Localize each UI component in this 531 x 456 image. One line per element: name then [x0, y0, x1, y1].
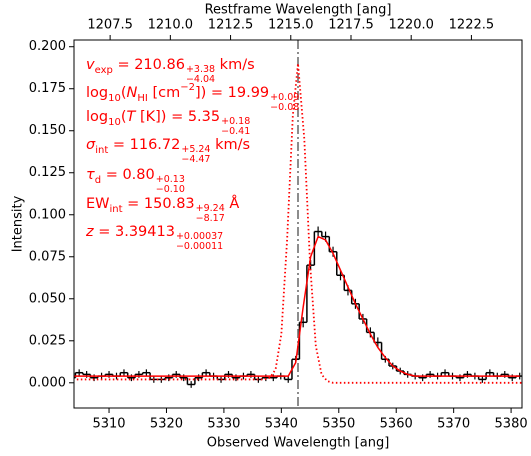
annotation-text: σ: [86, 137, 96, 153]
annotation-text: = 0.80: [101, 167, 155, 183]
y-tick-label: 0.125: [29, 165, 66, 180]
x-tick-label: 5360: [380, 417, 413, 432]
annotation-text: ]) = 19.99: [194, 85, 270, 101]
annotation-text: = 210.86: [112, 57, 185, 73]
top-tick-label: 1222.5: [449, 18, 495, 33]
annotation: vexp = 210.86 +3.38 −4.04 km/s: [86, 58, 255, 85]
error-minus: −0.41: [221, 126, 251, 137]
x-tick-label: 5380: [495, 417, 528, 432]
y-tick-label: 0.000: [29, 375, 66, 390]
annotation-text: log: [86, 85, 109, 101]
annotation-text: T: [126, 109, 136, 125]
error-range: +3.38 −4.04: [186, 65, 215, 85]
x-tick-label: 5320: [150, 417, 183, 432]
x-tick-label: 5330: [207, 417, 240, 432]
error-range: +0.09 −0.08: [270, 93, 299, 113]
annotation: log10(T [K]) = 5.35 +0.18 −0.41: [86, 110, 250, 137]
y-tick-label: 0.075: [29, 249, 66, 264]
x-axis-label: Observed Wavelength [ang]: [207, 436, 390, 451]
annotation-text: km/s: [215, 57, 255, 73]
annotation-text: log: [86, 109, 109, 125]
plot-frame: [73, 39, 523, 409]
subscript: int: [109, 204, 123, 215]
x-tick-label: 5340: [265, 417, 298, 432]
annotation-text: (: [120, 109, 127, 125]
error-plus: +5.24: [181, 144, 211, 155]
top-tick-label: 1210.0: [148, 18, 194, 33]
error-range: +0.13 −0.10: [156, 175, 185, 195]
annotation: z = 3.39413 +0.00037 −0.00011: [86, 225, 223, 252]
x-tick-label: 5350: [322, 417, 355, 432]
error-range: +0.00037 −0.00011: [176, 232, 223, 252]
x-tick-label: 5370: [437, 417, 470, 432]
y-tick-label: 0.175: [29, 81, 66, 96]
error-plus: +0.13: [155, 174, 185, 185]
top-tick-label: 1215.0: [268, 18, 314, 33]
annotation-text: z: [86, 224, 94, 240]
error-minus: −0.08: [270, 102, 300, 113]
annotation-text: (: [120, 85, 127, 101]
error-plus: +9.24: [195, 203, 225, 214]
error-range: +5.24 −4.47: [181, 145, 210, 165]
subscript: d: [94, 175, 102, 186]
error-plus: +0.00037: [175, 231, 224, 242]
annotation-text: v: [86, 57, 95, 73]
annotation-text: [K]) = 5.35: [135, 109, 221, 125]
annotation-text: = 3.39413: [93, 224, 175, 240]
annotation: log10(NHI [cm−2]) = 19.99 +0.09 −0.08: [86, 83, 299, 113]
annotation-text: N: [126, 85, 138, 101]
error-range: +0.18 −0.41: [221, 117, 250, 137]
error-minus: −0.00011: [175, 241, 224, 252]
plot-area: [74, 40, 522, 408]
y-tick-label: 0.050: [29, 291, 66, 306]
error-minus: −8.17: [195, 213, 225, 224]
top-tick-label: 1220.0: [388, 18, 434, 33]
error-plus: +0.09: [270, 92, 300, 103]
annotation: τd = 0.80 +0.13 −0.10: [86, 168, 185, 195]
top-axis-label: Restframe Wavelength [ang]: [205, 3, 392, 18]
top-tick-label: 1207.5: [87, 18, 133, 33]
annotation-text: = 116.72: [108, 137, 181, 153]
x-tick-label: 5310: [92, 417, 125, 432]
y-tick-label: 0.025: [29, 333, 66, 348]
annotation-text: Å: [224, 196, 240, 212]
subscript: 10: [108, 117, 121, 128]
intrinsic-profile: [74, 63, 522, 384]
annotation-text: τ: [86, 167, 95, 183]
y-axis-label: Intensity: [11, 195, 26, 252]
y-tick-label: 0.200: [29, 39, 66, 54]
error-plus: +0.18: [221, 116, 251, 127]
error-range: +9.24 −8.17: [196, 204, 225, 224]
subscript: 10: [108, 93, 121, 104]
annotation-text: EW: [86, 196, 110, 212]
error-minus: −4.04: [185, 74, 216, 85]
error-minus: −4.47: [181, 154, 211, 165]
subscript: HI: [137, 93, 148, 104]
annotation-text: km/s: [210, 137, 251, 153]
annotation-text: = 150.83: [122, 196, 195, 212]
superscript: −2: [180, 82, 195, 93]
top-tick-label: 1212.5: [208, 18, 254, 33]
annotation: EWint = 150.83 +9.24 −8.17 Å: [86, 197, 239, 224]
y-tick-label: 0.150: [29, 123, 66, 138]
annotation: σint = 116.72 +5.24 −4.47 km/s: [86, 138, 250, 165]
y-tick-label: 0.100: [29, 207, 66, 222]
subscript: int: [95, 145, 109, 156]
subscript: exp: [94, 65, 113, 76]
top-tick-label: 1217.5: [328, 18, 374, 33]
annotation-text: [cm: [147, 85, 181, 101]
error-plus: +3.38: [185, 64, 216, 75]
model-line: [74, 235, 520, 377]
error-minus: −0.10: [155, 184, 185, 195]
